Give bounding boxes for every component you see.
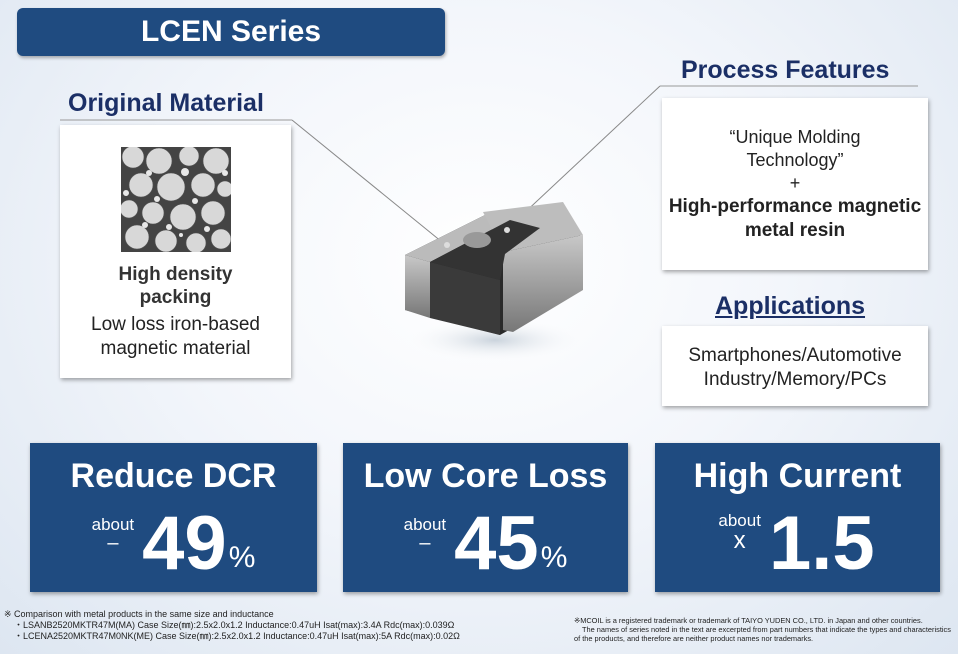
sign-label: – (419, 532, 431, 554)
feature-unit: % (228, 541, 256, 574)
applications-text: Smartphones/Automotive Industry/Memory/P… (688, 345, 902, 390)
about-label: about (403, 515, 447, 534)
applications-card: Smartphones/Automotive Industry/Memory/P… (662, 326, 928, 406)
process-features-heading: Process Features (681, 56, 890, 84)
feature-title: High Current (693, 457, 902, 495)
material-description: Low loss iron-based magnetic material (91, 314, 260, 359)
series-names-note: The names of series noted in the text ar… (574, 625, 951, 643)
process-line1: “Unique Molding Technology” (729, 127, 861, 170)
process-bold-text: High-performance magnetic metal resin (668, 196, 922, 241)
feature-value: 49 (142, 501, 227, 586)
feature-card-dcr: Reduce DCR about – 49% (30, 443, 317, 592)
sign-label: x (733, 527, 746, 554)
about-label: about (718, 511, 761, 530)
original-material-card: High density packing Low loss iron-based… (60, 125, 291, 378)
comparison-item: ・LCENA2520MKTR47M0NK(ME) Case Size(㎜):2.… (14, 631, 460, 641)
comparison-item: ・LSANB2520MKTR47M(MA) Case Size(㎜):2.5x2… (14, 620, 455, 630)
feature-unit: % (540, 541, 568, 574)
inductor-chip-image (405, 202, 585, 362)
process-features-card: “Unique Molding Technology” + High-perfo… (662, 98, 928, 270)
process-plus: + (789, 173, 801, 193)
feature-card-core-loss: Low Core Loss about – 45% (343, 443, 628, 592)
feature-title: Low Core Loss (363, 457, 608, 495)
feature-card-current: High Current about x 1.5 (655, 443, 940, 592)
applications-heading: Applications (715, 292, 866, 320)
feature-title: Reduce DCR (70, 457, 277, 495)
trademark-footnote: ※MCOIL is a registered trademark or trad… (574, 616, 954, 643)
comparison-note: ※ Comparison with metal products in the … (4, 609, 274, 619)
trademark-note: ※MCOIL is a registered trademark or trad… (574, 616, 923, 625)
feature-value: 1.5 (768, 501, 875, 586)
original-material-heading: Original Material (68, 89, 264, 117)
about-label: about (91, 515, 135, 534)
material-bold-text: High density packing (118, 264, 233, 308)
sign-label: – (107, 532, 119, 554)
material-micrograph-icon (119, 145, 233, 254)
series-title: LCEN Series (17, 8, 445, 56)
feature-value: 45 (454, 501, 539, 586)
comparison-footnote: ※ Comparison with metal products in the … (4, 609, 524, 642)
